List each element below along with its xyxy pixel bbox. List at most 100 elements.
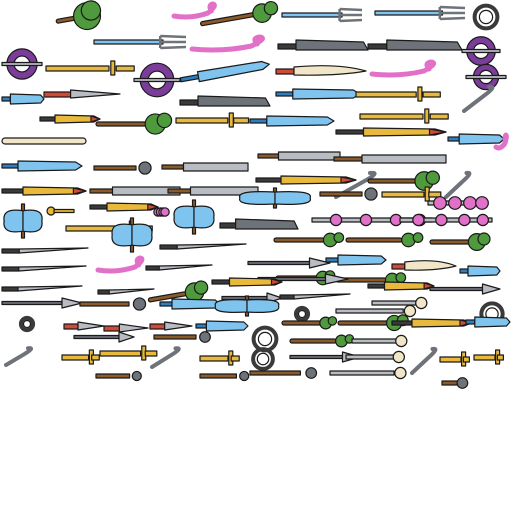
- trident-sprite: [374, 5, 466, 21]
- ice-blade-sprite: [195, 320, 249, 332]
- gold-sword-sprite: [175, 112, 250, 128]
- staff-tree-sprite: [367, 170, 441, 191]
- machete-sprite: [179, 95, 271, 107]
- tentacle-sprite: [171, 1, 217, 20]
- key-sprite: [46, 206, 75, 216]
- gold-sword-sprite: [381, 186, 442, 202]
- staff-tree-sprite: [95, 112, 173, 135]
- frost-sword-sprite: [1, 93, 45, 105]
- scythe-sprite: [334, 170, 377, 199]
- mace-sprite: [95, 370, 142, 382]
- wand-sprite: [335, 304, 417, 318]
- mace-sprite: [153, 331, 211, 343]
- scythe-sprite: [444, 170, 472, 199]
- dagger-sprite: [103, 323, 149, 333]
- pink-staff-sprite: [427, 196, 489, 210]
- ice-blade-sprite: [465, 316, 511, 328]
- flame-blade-sprite: [89, 202, 159, 212]
- double-axe-sprite: [214, 295, 280, 317]
- katana-sprite: [1, 285, 83, 292]
- spear-sprite: [429, 283, 501, 295]
- wand-sprite: [351, 334, 408, 348]
- ice-blade-sprite: [275, 88, 361, 100]
- scythe-sprite: [462, 84, 495, 113]
- ice-blade-sprite: [249, 115, 335, 127]
- ice-blade-sprite: [159, 298, 221, 310]
- hook-sprite: [410, 346, 438, 375]
- dagger-sprite: [63, 321, 105, 331]
- mace-sprite: [199, 370, 250, 382]
- katana-sprite: [145, 264, 213, 271]
- saw-sprite: [333, 154, 447, 164]
- spear-sprite: [1, 297, 83, 309]
- ring-sprite: [18, 315, 36, 333]
- gold-sword-sprite: [45, 60, 135, 76]
- staff-tree-sprite: [273, 232, 345, 248]
- purple-axe-sprite: [133, 62, 181, 98]
- double-axe-sprite: [173, 199, 215, 235]
- katana-sprite: [97, 288, 155, 295]
- saw-sprite: [167, 186, 259, 196]
- bone-sword-sprite: [1, 137, 87, 145]
- spear-sprite: [73, 331, 135, 343]
- katana-sprite: [279, 293, 351, 300]
- purple-axe-sprite: [1, 48, 43, 80]
- katana-sprite: [159, 243, 247, 250]
- saw-sprite: [257, 151, 341, 161]
- flame-blade-sprite: [391, 318, 473, 328]
- flame-blade-sprite: [255, 175, 357, 185]
- mace-sprite: [79, 297, 147, 311]
- mace-sprite: [93, 161, 152, 175]
- dagger-sprite: [149, 321, 193, 331]
- mace-sprite: [249, 367, 318, 379]
- flame-blade-sprite: [367, 281, 435, 291]
- gold-sword-sprite: [61, 349, 100, 365]
- gold-sword-sprite: [199, 350, 240, 366]
- pink-staff-sprite: [153, 207, 170, 217]
- ring-sprite: [472, 3, 500, 31]
- tentacle-sprite: [189, 34, 265, 53]
- staff-tree-sprite: [55, 0, 102, 31]
- gold-sword-sprite: [355, 86, 441, 102]
- katana-sprite: [1, 247, 89, 254]
- flame-blade-sprite: [335, 127, 447, 137]
- hook-sprite: [4, 346, 34, 367]
- double-axe-sprite: [111, 217, 153, 253]
- ring-sprite: [251, 347, 275, 371]
- staff-tree-sprite: [199, 0, 279, 27]
- gold-sword-sprite: [473, 349, 504, 365]
- machete-sprite: [277, 39, 369, 51]
- spear-sprite: [247, 257, 331, 269]
- ring-sprite: [293, 305, 311, 323]
- ice-blade-sprite: [1, 160, 83, 172]
- staff-tree-sprite: [281, 316, 338, 330]
- wand-sprite: [345, 350, 406, 364]
- staff-tree-sprite: [429, 232, 491, 251]
- katana-sprite: [1, 265, 87, 272]
- purple-axe-sprite: [465, 63, 507, 91]
- frost-sword-sprite: [459, 265, 501, 277]
- flame-blade-sprite: [211, 277, 283, 287]
- ice-blade-sprite: [325, 254, 387, 266]
- scimitar-sprite: [275, 65, 367, 76]
- frost-sword-sprite: [179, 60, 270, 83]
- ice-blade-sprite: [447, 133, 505, 145]
- gold-sword-sprite: [359, 108, 449, 124]
- pink-staff-sprite: [399, 213, 493, 227]
- gold-sword-sprite: [439, 351, 470, 367]
- mace-sprite: [319, 187, 378, 201]
- wand-sprite: [371, 296, 428, 310]
- trident-sprite: [281, 7, 363, 23]
- scimitar-sprite: [391, 260, 457, 271]
- dagger-sprite: [43, 89, 121, 99]
- staff-tree-sprite: [345, 232, 424, 248]
- hook-sprite: [150, 346, 181, 369]
- tentacle-sprite: [95, 255, 145, 274]
- staff-tree-sprite: [289, 334, 355, 348]
- trident-sprite: [93, 34, 187, 50]
- wand-sprite: [329, 366, 407, 380]
- saw-sprite: [89, 186, 181, 196]
- flame-blade-sprite: [1, 186, 87, 196]
- machete-sprite: [367, 39, 463, 51]
